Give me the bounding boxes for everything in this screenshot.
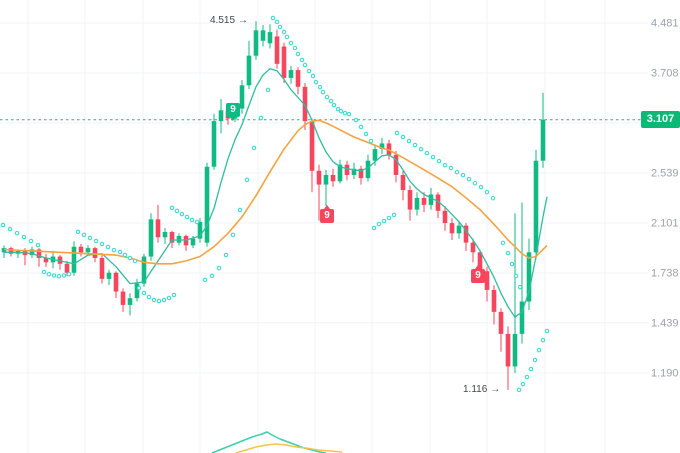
price-axis[interactable] (642, 0, 680, 453)
right-arrow-icon: → (238, 15, 249, 26)
y-axis-labels: 4.481 3.708 2.539 2.101 1.738 1.439 1.190 (651, 18, 679, 380)
low-price-label: 1.116 (463, 384, 488, 395)
ma-lines-layer (3, 68, 548, 453)
high-price-annotation: 4.515 → (210, 15, 248, 27)
ema-fast-line (4, 68, 548, 318)
y-axis-tick-label: 1.439 (651, 317, 679, 329)
y-axis-tick-label: 2.539 (651, 168, 679, 180)
y-axis-tick-label: 1.738 (651, 268, 679, 280)
high-price-label: 4.515 (210, 15, 236, 26)
low-price-annotation: 1.116 → (463, 384, 500, 396)
y-axis-tick-label: 4.481 (651, 18, 679, 30)
candles-layer (1, 21, 546, 390)
current-price-badge: 3.107 (641, 111, 680, 128)
y-axis-tick-label: 2.101 (651, 218, 679, 230)
td-setup-9-marker-sell: 9 (471, 265, 485, 283)
td-setup-9-marker-buy: 9 (226, 103, 240, 121)
right-arrow-icon: → (490, 384, 501, 395)
y-axis-tick-label: 1.190 (651, 368, 679, 380)
td-setup-9-marker-sell: 9 (320, 205, 334, 223)
ma-slow-line (3, 119, 548, 265)
psar-dots-layer (0, 15, 550, 393)
y-axis-tick-label: 3.708 (651, 68, 679, 80)
grid-layer (0, 0, 648, 453)
subpane-fast-line (211, 431, 327, 453)
subpane-slow-line (235, 443, 343, 453)
